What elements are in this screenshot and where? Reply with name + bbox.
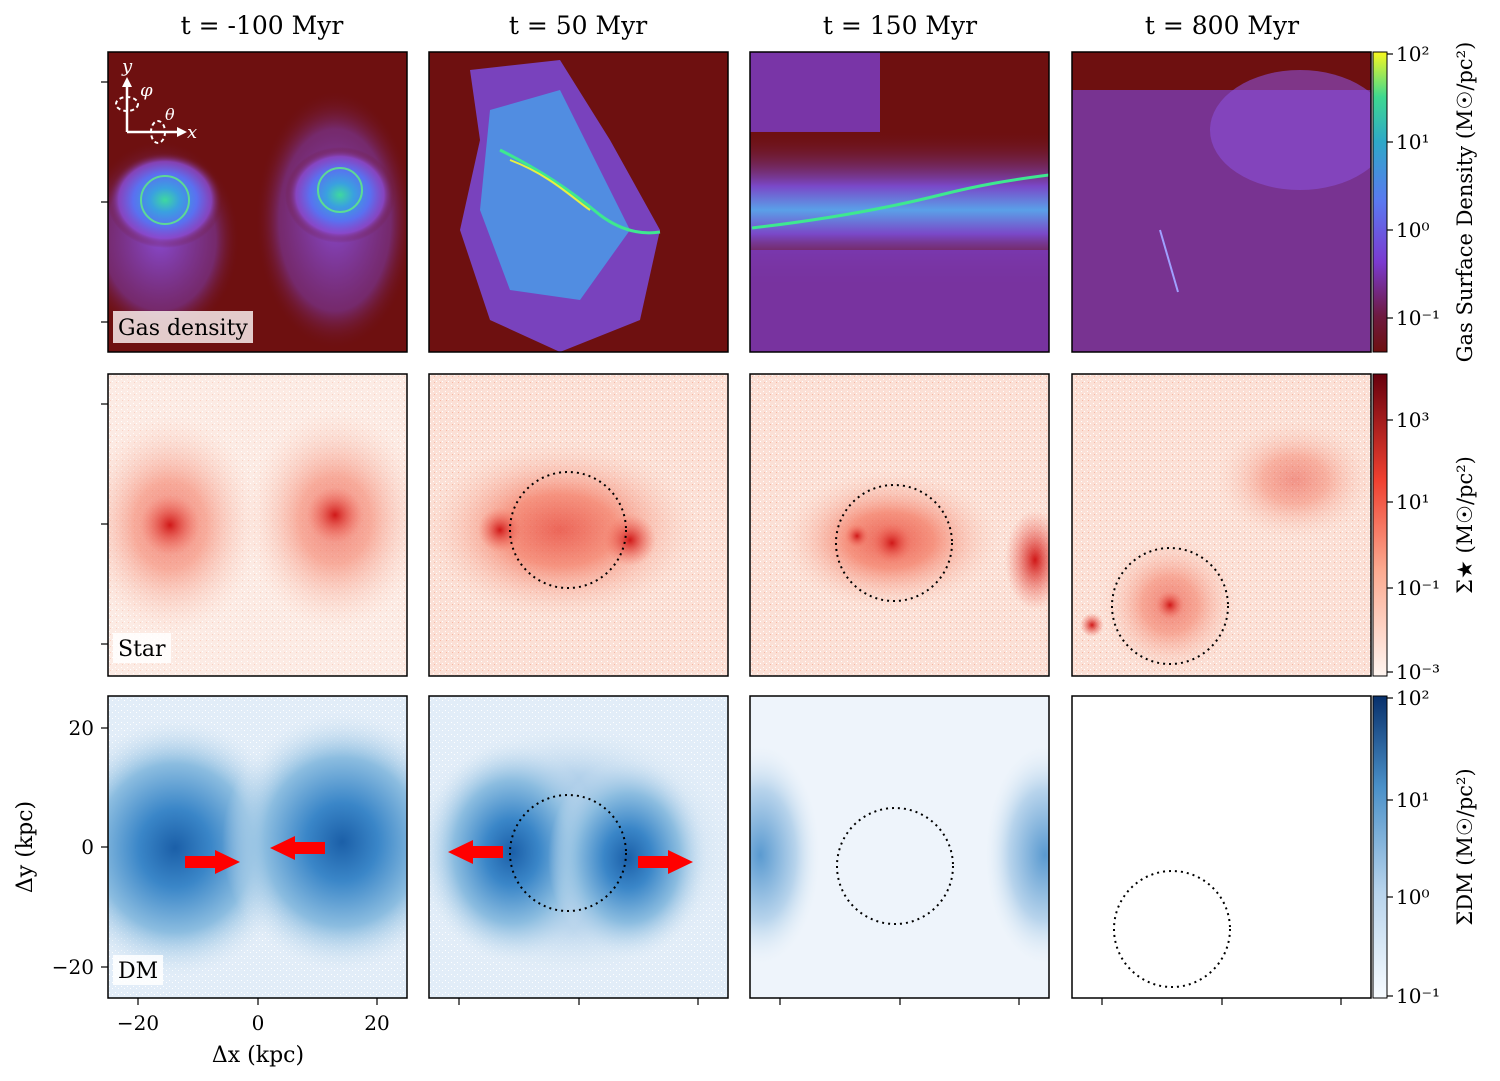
gas-panel-4 — [1072, 52, 1371, 352]
column-title-3: t = 150 Myr — [823, 11, 977, 40]
star-panel-3 — [750, 374, 1049, 676]
inset-phi-label: φ — [140, 80, 153, 101]
cb-gas-tick-4: 10⁻¹ — [1396, 306, 1440, 330]
colorbar-dm — [1372, 695, 1388, 999]
y-tick-3: −20 — [52, 955, 94, 979]
dm-label: DM — [118, 959, 158, 984]
gas-panel-1 — [108, 52, 407, 352]
inset-axes-indicator — [115, 77, 187, 144]
gas-density-label: Gas density — [118, 316, 248, 341]
column-title-1: t = -100 Myr — [181, 11, 344, 40]
column-title-4: t = 800 Myr — [1145, 11, 1299, 40]
gas-panel-3 — [750, 52, 1049, 352]
colorbar-ticks — [1387, 53, 1393, 997]
inset-x-label: x — [187, 122, 197, 143]
colorbar-dm-label: ΣDM (M☉/pc²) — [1453, 768, 1477, 925]
inset-y-label: y — [121, 56, 133, 77]
dm-panel-1 — [108, 696, 407, 998]
cb-dm-tick-3: 10⁰ — [1396, 885, 1429, 909]
cb-gas-tick-1: 10² — [1396, 42, 1429, 66]
gas-panel-2 — [429, 52, 728, 352]
star-panel-4 — [1072, 374, 1371, 676]
colorbar-gas — [1372, 51, 1388, 353]
star-panel-1 — [108, 374, 407, 676]
cb-star-tick-4: 10⁻³ — [1396, 660, 1440, 684]
tick-marks — [101, 81, 1342, 1005]
x-tick-1: −20 — [117, 1011, 159, 1035]
cb-gas-tick-3: 10⁰ — [1396, 218, 1429, 242]
inset-theta-label: θ — [165, 105, 175, 124]
colorbar-star-label: Σ★ (M☉/pc²) — [1453, 456, 1477, 594]
cb-gas-tick-2: 10¹ — [1396, 130, 1429, 154]
star-label: Star — [118, 637, 166, 662]
cb-star-tick-3: 10⁻¹ — [1396, 576, 1440, 600]
x-tick-3: 20 — [364, 1011, 389, 1035]
dm-panel-4 — [1072, 696, 1371, 998]
dm-panel-2 — [429, 696, 728, 998]
star-panel-2 — [429, 374, 728, 676]
y-tick-1: 20 — [69, 716, 94, 740]
x-tick-2: 0 — [252, 1011, 265, 1035]
x-axis-label: Δx (kpc) — [212, 1043, 304, 1068]
dm-motion-arrows-2 — [448, 840, 693, 874]
dm-panel-3 — [750, 696, 1049, 998]
colorbar-star — [1372, 373, 1388, 677]
cb-star-tick-2: 10¹ — [1396, 490, 1429, 514]
cb-dm-tick-1: 10² — [1396, 686, 1429, 710]
y-axis-label: Δy (kpc) — [13, 801, 38, 893]
y-tick-2: 0 — [81, 835, 94, 859]
cb-dm-tick-2: 10¹ — [1396, 788, 1429, 812]
colorbar-gas-label: Gas Surface Density (M☉/pc²) — [1453, 42, 1477, 363]
cb-dm-tick-4: 10⁻¹ — [1396, 984, 1440, 1008]
dm-motion-arrows-1 — [185, 836, 325, 874]
column-title-2: t = 50 Myr — [509, 11, 647, 40]
cb-star-tick-1: 10³ — [1396, 408, 1429, 432]
